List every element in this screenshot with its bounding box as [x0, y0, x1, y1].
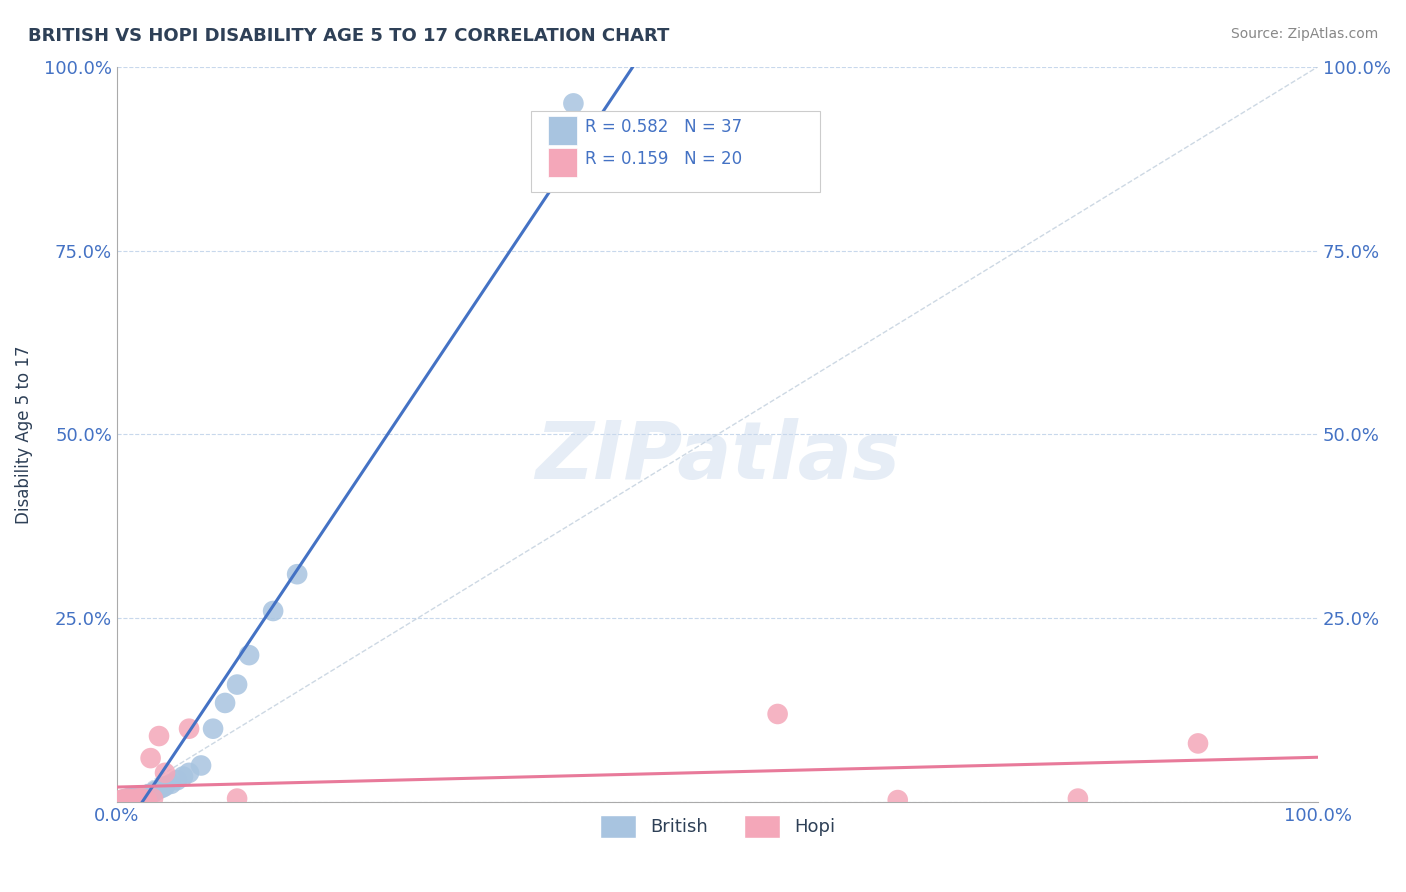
Text: ZIPatlas: ZIPatlas	[536, 417, 900, 495]
Point	[166, 773, 188, 788]
Point	[110, 793, 132, 807]
Point	[111, 792, 134, 806]
Point	[172, 770, 194, 784]
Point	[145, 784, 167, 798]
Legend: British, Hopi: British, Hopi	[592, 808, 842, 845]
Point	[152, 780, 174, 795]
Point	[238, 648, 260, 662]
Point	[285, 567, 308, 582]
Point	[121, 790, 143, 805]
Point	[128, 790, 150, 805]
Point	[886, 793, 908, 807]
Point	[124, 790, 146, 805]
Point	[226, 677, 249, 691]
Point	[114, 793, 136, 807]
Point	[127, 791, 149, 805]
Point	[125, 790, 148, 805]
Point	[135, 789, 157, 803]
Y-axis label: Disability Age 5 to 17: Disability Age 5 to 17	[15, 345, 32, 524]
Point	[177, 722, 200, 736]
Point	[1187, 736, 1209, 750]
Point	[136, 793, 159, 807]
Text: R = 0.582   N = 37: R = 0.582 N = 37	[585, 118, 742, 136]
Point	[202, 722, 225, 736]
Point	[214, 696, 236, 710]
Point	[117, 792, 139, 806]
Point	[128, 789, 150, 804]
Point	[148, 782, 170, 797]
Point	[139, 751, 162, 765]
FancyBboxPatch shape	[548, 116, 576, 145]
Point	[139, 787, 162, 801]
Point	[262, 604, 284, 618]
Point	[226, 791, 249, 805]
Point	[1067, 791, 1090, 805]
Point	[177, 765, 200, 780]
Text: R = 0.159   N = 20: R = 0.159 N = 20	[585, 150, 742, 168]
Text: Source: ZipAtlas.com: Source: ZipAtlas.com	[1230, 27, 1378, 41]
Point	[160, 777, 183, 791]
Point	[118, 792, 141, 806]
Point	[118, 791, 141, 805]
Point	[136, 788, 159, 802]
Text: BRITISH VS HOPI DISABILITY AGE 5 TO 17 CORRELATION CHART: BRITISH VS HOPI DISABILITY AGE 5 TO 17 C…	[28, 27, 669, 45]
Point	[128, 792, 150, 806]
Point	[115, 791, 138, 805]
FancyBboxPatch shape	[531, 111, 820, 192]
Point	[142, 786, 165, 800]
Point	[120, 792, 142, 806]
Point	[142, 791, 165, 805]
Point	[153, 779, 176, 793]
Point	[111, 793, 134, 807]
Point	[132, 789, 155, 804]
Point	[129, 790, 152, 805]
Point	[124, 791, 146, 805]
Point	[122, 791, 145, 805]
Point	[153, 765, 176, 780]
Point	[117, 791, 139, 805]
Point	[766, 706, 789, 721]
Point	[120, 793, 142, 807]
Point	[190, 758, 212, 772]
Point	[120, 793, 142, 807]
Point	[562, 96, 585, 111]
Point	[148, 729, 170, 743]
Point	[129, 790, 152, 805]
Point	[112, 792, 135, 806]
Point	[114, 793, 136, 807]
FancyBboxPatch shape	[548, 147, 576, 177]
